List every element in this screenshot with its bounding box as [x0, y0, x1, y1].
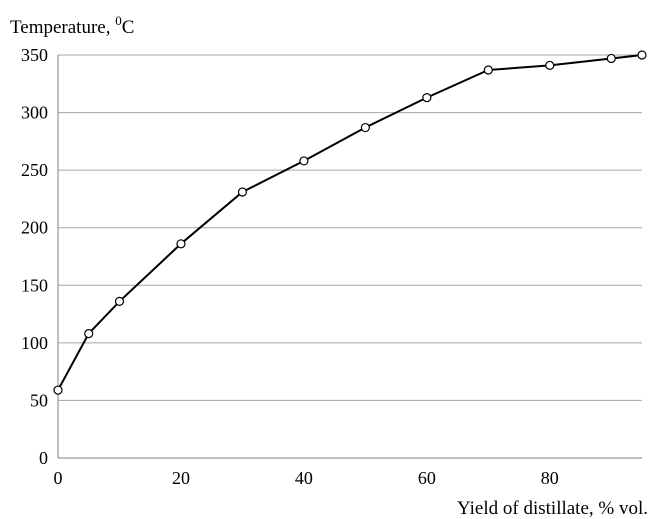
y-axis-title: Temperature, 0C	[10, 13, 134, 38]
y-axis-title-sup: 0	[115, 13, 122, 28]
x-tick-label-0: 0	[54, 468, 63, 488]
data-point-9	[545, 60, 555, 70]
x-tick-label-80: 80	[541, 468, 559, 488]
data-point-0	[53, 385, 63, 395]
y-tick-label-150: 150	[21, 275, 48, 295]
data-point-1	[84, 329, 94, 339]
series-line-group	[53, 50, 647, 395]
data-point-3	[176, 239, 186, 249]
x-axis-title: Yield of distillate, % vol.	[457, 498, 648, 519]
data-point-8	[483, 65, 493, 75]
gridlines	[58, 54, 642, 401]
data-point-2	[114, 296, 125, 307]
y-tick-label-350: 350	[21, 45, 48, 65]
x-tick-label-20: 20	[172, 468, 190, 488]
data-point-7	[422, 93, 432, 103]
y-tick-label-250: 250	[21, 160, 48, 180]
data-point-4	[237, 187, 248, 197]
axes	[57, 55, 642, 459]
y-axis-title-text: Temperature,	[10, 17, 115, 38]
series-line	[57, 54, 643, 391]
data-point-5	[299, 156, 309, 166]
data-point-10	[606, 53, 616, 64]
y-tick-label-100: 100	[21, 333, 48, 353]
y-tick-label-200: 200	[21, 218, 48, 238]
x-tick-label-60: 60	[418, 468, 436, 488]
data-point-6	[360, 122, 370, 133]
y-axis-title-unit: C	[122, 17, 135, 38]
data-point-11	[637, 50, 647, 60]
x-tick-label-40: 40	[295, 468, 313, 488]
y-tick-label-50: 50	[30, 390, 48, 410]
y-tick-label-0: 0	[39, 448, 48, 468]
y-tick-label-300: 300	[21, 103, 48, 123]
tick-labels: 0 50 100 150 200 250 300 350 0 20 40 60 80	[21, 45, 559, 488]
